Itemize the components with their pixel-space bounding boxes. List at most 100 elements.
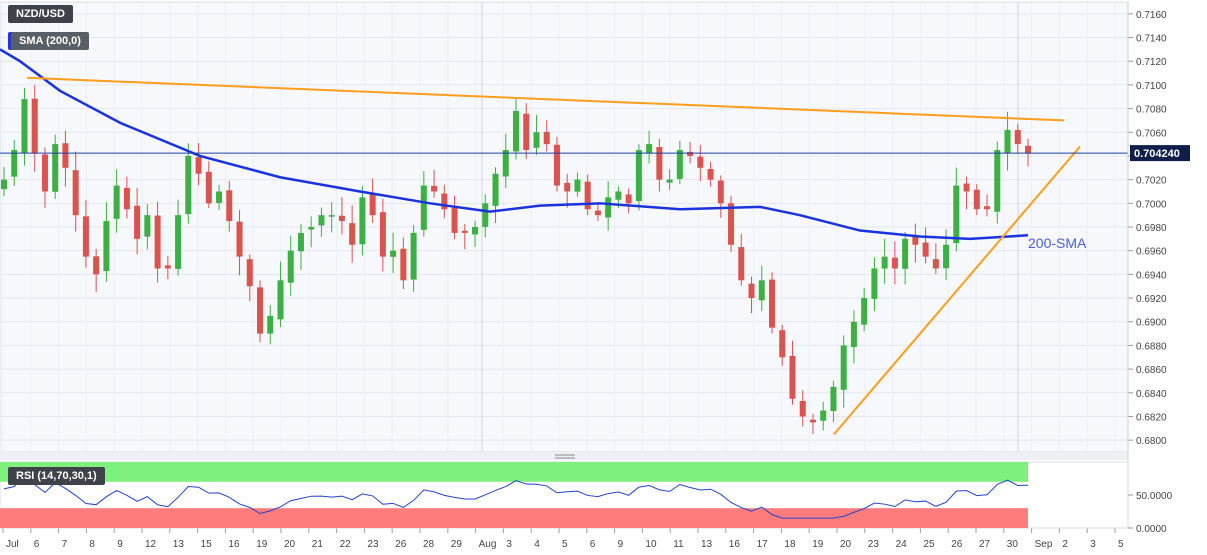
rsi-panel: 50.0000 0.0000: [0, 461, 1173, 535]
candle-body: [912, 235, 919, 245]
candle-body: [400, 248, 407, 281]
time-tick-label: 6: [34, 539, 40, 550]
time-tick-label: 3: [506, 539, 512, 550]
candle-body: [748, 283, 755, 299]
time-tick-label: Aug: [479, 539, 497, 550]
grid: [0, 1, 1129, 460]
price-tick-label: 0.6920: [1136, 294, 1167, 305]
sma-200-line: [0, 48, 1029, 241]
candle-body: [246, 259, 253, 287]
candle-body: [226, 190, 233, 222]
price-tick-label: 0.7060: [1136, 128, 1167, 139]
price-tick-label: 0.7120: [1136, 57, 1167, 68]
sma-label: SMA (200,0): [8, 32, 89, 50]
candle-body: [656, 147, 663, 180]
last-price-value: 0.704240: [1134, 148, 1180, 160]
candle-body: [154, 215, 161, 269]
time-tick-label: 23: [367, 539, 379, 550]
candle-body: [513, 110, 519, 152]
candle-body: [410, 232, 417, 280]
candle-body: [205, 171, 212, 204]
candle-body: [891, 257, 898, 269]
candle-body: [738, 247, 745, 281]
candle-body: [338, 215, 345, 222]
candle-body: [984, 206, 991, 210]
price-tick-label: 0.6840: [1136, 389, 1167, 400]
candle-body: [502, 150, 509, 177]
candles: [1, 85, 1031, 435]
candle-body: [72, 170, 79, 216]
time-tick-label: Jul: [6, 539, 19, 550]
time-tick-label: 10: [645, 539, 657, 550]
time-tick-label: 4: [534, 539, 540, 550]
candle-body: [820, 410, 827, 421]
candle-body: [871, 268, 878, 299]
candle-body: [922, 242, 929, 257]
candle-body: [185, 155, 192, 215]
candle-body: [236, 221, 243, 257]
candle-body: [646, 144, 653, 154]
time-tick-label: 17: [757, 539, 769, 550]
price-tick-label: 0.6800: [1136, 436, 1167, 447]
time-tick-label: 15: [201, 539, 213, 550]
rsi-overbought-zone: [0, 462, 1028, 482]
price-tick-label: 0.6940: [1136, 270, 1167, 281]
time-tick-label: 16: [228, 539, 240, 550]
candle-body: [635, 150, 642, 202]
time-tick-label: 26: [395, 539, 407, 550]
rsi-tick-label: 0.0000: [1136, 524, 1167, 535]
candle-body: [615, 191, 622, 200]
candle-body: [789, 355, 796, 399]
resistance-trend-line: [26, 76, 1065, 122]
candle-body: [953, 185, 960, 244]
candle-body: [123, 187, 130, 210]
candle-body: [420, 185, 427, 230]
price-tick-label: 0.7020: [1136, 176, 1167, 187]
candle-body: [605, 197, 612, 218]
candle-body: [52, 144, 59, 192]
candle-body: [359, 197, 366, 245]
time-tick-label: 26: [951, 539, 963, 550]
candle-body: [533, 132, 540, 148]
price-tick-label: 0.6820: [1136, 412, 1167, 423]
time-tick-label: 18: [784, 539, 796, 550]
candle-body: [1, 179, 7, 190]
candle-body: [553, 144, 560, 186]
candle-body: [134, 205, 141, 239]
last-price-tag: [1130, 145, 1190, 162]
time-tick-label: 9: [117, 539, 123, 550]
price-tick-label: 0.7000: [1136, 199, 1167, 210]
candle-body: [625, 194, 632, 204]
candle-body: [62, 143, 69, 168]
candle-body: [195, 157, 202, 174]
candle-body: [431, 185, 438, 192]
candle-body: [308, 227, 315, 230]
candle-body: [379, 212, 386, 257]
rsi-line: [3, 474, 1029, 519]
rsi-oversold-zone: [0, 508, 1028, 528]
time-tick-label: 3: [1090, 539, 1096, 550]
candle-body: [1025, 145, 1031, 154]
rsi-label: RSI (14,70,30,1): [8, 467, 105, 485]
pair-label: NZD/USD: [8, 5, 73, 23]
candle-body: [318, 215, 325, 226]
price-tick-label: 0.6900: [1136, 318, 1167, 329]
candle-body: [809, 419, 816, 423]
candle-body: [717, 180, 724, 204]
price-tick-label: 0.6880: [1136, 341, 1167, 352]
time-tick-label: 19: [256, 539, 268, 550]
candle-body: [349, 223, 356, 245]
candle-body: [994, 150, 1001, 212]
candle-body: [175, 215, 182, 269]
time-tick-label: Sep: [1035, 539, 1053, 550]
time-tick-label: 20: [284, 539, 296, 550]
price-tick-label: 0.7140: [1136, 34, 1167, 45]
candle-body: [1014, 129, 1021, 145]
candle-body: [799, 400, 806, 417]
time-tick-label: 13: [173, 539, 185, 550]
time-tick-label: 9: [618, 539, 624, 550]
time-tick-label: 5: [562, 539, 568, 550]
candle-body: [297, 232, 304, 252]
candle-body: [687, 151, 694, 156]
